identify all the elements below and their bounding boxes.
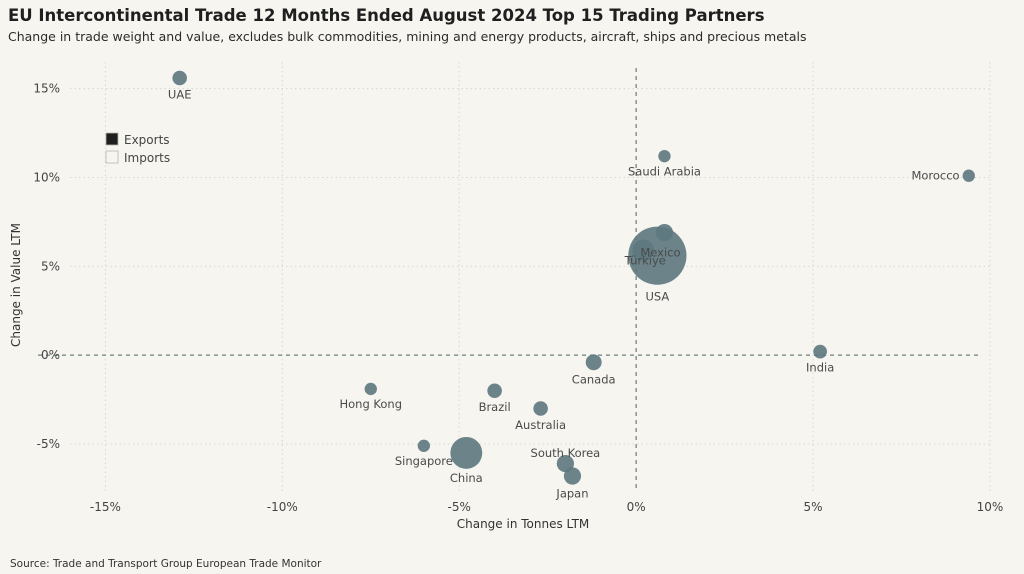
y-tick-label: -5% bbox=[37, 437, 60, 451]
legend-label: Imports bbox=[124, 151, 170, 165]
grid-layer bbox=[70, 62, 991, 492]
x-axis-ticks: -15% -10% -5% 0% 5% 10% bbox=[90, 500, 1003, 514]
chart-subtitle: Change in trade weight and value, exclud… bbox=[8, 29, 807, 44]
x-tick-label: -15% bbox=[90, 500, 121, 514]
legend-label: Exports bbox=[124, 133, 170, 147]
x-tick-label: 10% bbox=[977, 500, 1004, 514]
bubble-label: Brazil bbox=[479, 400, 511, 414]
bubble-label: South Korea bbox=[531, 446, 601, 460]
x-tick-label: -10% bbox=[267, 500, 298, 514]
source-note: Source: Trade and Transport Group Europe… bbox=[10, 558, 322, 570]
bubble-australia bbox=[533, 401, 548, 416]
x-tick-label: 0% bbox=[627, 500, 646, 514]
bubble-label: Japan bbox=[555, 487, 588, 501]
x-axis-title: Change in Tonnes LTM bbox=[457, 517, 590, 531]
bubble-india bbox=[813, 344, 827, 359]
y-axis-ticks: -5% 0% 5% 10% 15% bbox=[33, 82, 60, 451]
bubble-label: Hong Kong bbox=[340, 397, 403, 411]
bubble-label: Saudi Arabia bbox=[628, 164, 701, 178]
bubble-morocco bbox=[962, 169, 975, 182]
bubble-china bbox=[450, 436, 483, 469]
bubble-label: Mexico bbox=[640, 246, 680, 260]
legend-swatch bbox=[105, 132, 119, 146]
bubble-label: USA bbox=[645, 290, 669, 304]
y-tick-label: 10% bbox=[33, 170, 60, 184]
bubble-label: India bbox=[806, 360, 834, 374]
bubble-label: Morocco bbox=[911, 169, 959, 183]
bubble-japan bbox=[563, 467, 582, 485]
bubble-singapore bbox=[417, 439, 431, 452]
bubble-t-rkiye bbox=[632, 239, 655, 262]
x-tick-label: 5% bbox=[804, 500, 823, 514]
bubble-label: UAE bbox=[168, 87, 192, 101]
bubble-canada bbox=[585, 354, 602, 371]
legend: Exports Imports bbox=[105, 132, 170, 165]
chart-title: EU Intercontinental Trade 12 Months Ende… bbox=[8, 6, 765, 25]
bubble-label: China bbox=[450, 471, 483, 485]
zero-lines bbox=[38, 68, 980, 492]
bubble-brazil bbox=[487, 383, 502, 398]
y-axis-title: Change in Value LTM bbox=[9, 223, 23, 347]
bubble-label: Australia bbox=[515, 418, 566, 432]
legend-swatch bbox=[105, 150, 119, 164]
bubbles bbox=[172, 70, 975, 485]
x-tick-label: -5% bbox=[448, 500, 471, 514]
y-tick-label: 0% bbox=[41, 348, 60, 362]
bubble-uae bbox=[172, 70, 187, 86]
bubble-label: Singapore bbox=[395, 454, 453, 468]
bubble-hong-kong bbox=[364, 382, 377, 396]
y-tick-label: 5% bbox=[41, 259, 60, 273]
y-tick-label: 15% bbox=[33, 82, 60, 96]
bubble-label: Türkiye bbox=[624, 253, 666, 267]
bubble-saudi-arabia bbox=[658, 150, 671, 163]
bubble-label: Canada bbox=[572, 372, 616, 386]
bubble-mexico bbox=[655, 223, 674, 242]
